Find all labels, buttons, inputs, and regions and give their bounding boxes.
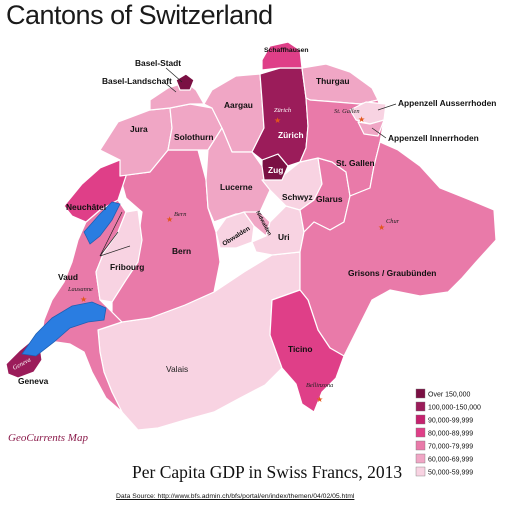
label-bern: Bern bbox=[172, 246, 191, 256]
lake-neuchatel bbox=[83, 201, 121, 245]
lake-geneva bbox=[21, 301, 107, 357]
legend-label: 90,000-99,999 bbox=[428, 418, 473, 425]
legend-swatch bbox=[415, 453, 426, 464]
label-st-gallen: St. Gallen bbox=[336, 158, 375, 168]
label-glarus: Glarus bbox=[316, 194, 343, 204]
label-schwyz: Schwyz bbox=[282, 192, 313, 202]
canton-schaffhausen[interactable] bbox=[261, 41, 303, 71]
leader-fribourg-b bbox=[99, 211, 123, 257]
city-zurich-star: ★ bbox=[274, 116, 281, 125]
city-bellinzona: Bellinzona bbox=[306, 382, 333, 389]
city-lausanne: Lausanne bbox=[67, 286, 93, 293]
canton-fribourg[interactable] bbox=[95, 209, 143, 303]
legend-label: 70,000-79,999 bbox=[428, 444, 473, 451]
canton-obwalden[interactable] bbox=[215, 211, 255, 249]
label-lucerne: Lucerne bbox=[220, 182, 253, 192]
label-neuchatel: Neuchâtel bbox=[66, 202, 106, 212]
label-schaffhausen: Schaffhausen bbox=[264, 47, 309, 54]
city-st-gallen: St. Gallen bbox=[334, 108, 360, 115]
label-solothurn: Solothurn bbox=[174, 132, 214, 142]
label-appenzell-innerrhoden: Appenzell Innerrhoden bbox=[388, 133, 479, 143]
legend-swatch bbox=[415, 466, 426, 477]
legend-swatch bbox=[415, 414, 426, 425]
label-basel-landschaft: Basel-Landschaft bbox=[102, 76, 172, 86]
label-zurich: Zürich bbox=[278, 130, 304, 140]
legend-swatch bbox=[415, 440, 426, 451]
label-valais: Valais bbox=[166, 364, 188, 374]
label-grisons: Grisons / Graubünden bbox=[348, 268, 436, 278]
city-chur: Chur bbox=[386, 218, 400, 225]
canton-lucerne[interactable] bbox=[205, 127, 271, 223]
leader-appenzell-ausserrhoden bbox=[377, 103, 397, 111]
label-vaud: Vaud bbox=[58, 272, 78, 282]
label-zug: Zug bbox=[268, 165, 283, 175]
legend-label: 100,000-150,000 bbox=[428, 405, 481, 412]
city-bern-star: ★ bbox=[166, 215, 173, 224]
legend-label: 80,000-89,999 bbox=[428, 431, 473, 438]
label-basel-stadt: Basel-Stadt bbox=[135, 58, 181, 68]
canton-ticino[interactable] bbox=[269, 289, 345, 413]
label-jura: Jura bbox=[130, 124, 148, 134]
leader-fribourg-c bbox=[99, 245, 131, 257]
canton-basel-stadt[interactable] bbox=[175, 73, 195, 91]
leader-fribourg-a bbox=[99, 231, 119, 257]
label-fribourg: Fribourg bbox=[110, 262, 144, 272]
city-lausanne-star: ★ bbox=[80, 295, 87, 304]
legend-swatch bbox=[415, 388, 426, 399]
map-subtitle: Per Capita GDP in Swiss Francs, 2013 bbox=[132, 462, 403, 482]
source-link[interactable]: Data Source: http://www.bfs.admin.ch/bfs… bbox=[116, 493, 355, 500]
city-bellinzona-star: ★ bbox=[316, 395, 323, 404]
legend-label: 50,000-59,999 bbox=[428, 470, 473, 477]
credit-text: GeoCurrents Map bbox=[8, 432, 88, 444]
city-st-gallen-star: ★ bbox=[358, 115, 365, 124]
leader-basel-landschaft bbox=[163, 81, 177, 93]
label-appenzell-ausserrhoden: Appenzell Ausserrhoden bbox=[398, 98, 496, 108]
city-basel: Basel bbox=[176, 70, 190, 77]
legend: Over 150,000 100,000-150,000 90,000-99,999… bbox=[415, 388, 481, 477]
map-title: Cantons of Switzerland bbox=[6, 0, 273, 30]
canton-grisons[interactable] bbox=[299, 141, 497, 357]
city-bern: Bern bbox=[174, 211, 186, 218]
legend-swatch bbox=[415, 427, 426, 438]
label-geneva: Geneva bbox=[18, 376, 49, 386]
canton-neuchatel[interactable] bbox=[63, 159, 127, 223]
label-ticino: Ticino bbox=[288, 344, 313, 354]
label-thurgau: Thurgau bbox=[316, 76, 350, 86]
label-uri: Uri bbox=[278, 232, 290, 242]
legend-label: 60,000-69,999 bbox=[428, 457, 473, 464]
legend-label: Over 150,000 bbox=[428, 392, 471, 399]
label-aargau: Aargau bbox=[224, 100, 253, 110]
leader-basel-stadt bbox=[165, 67, 183, 83]
city-zurich: Zürich bbox=[274, 107, 291, 114]
city-chur-star: ★ bbox=[378, 223, 385, 232]
legend-swatch bbox=[415, 401, 426, 412]
leader-appenzell-innerrhoden bbox=[371, 127, 387, 139]
